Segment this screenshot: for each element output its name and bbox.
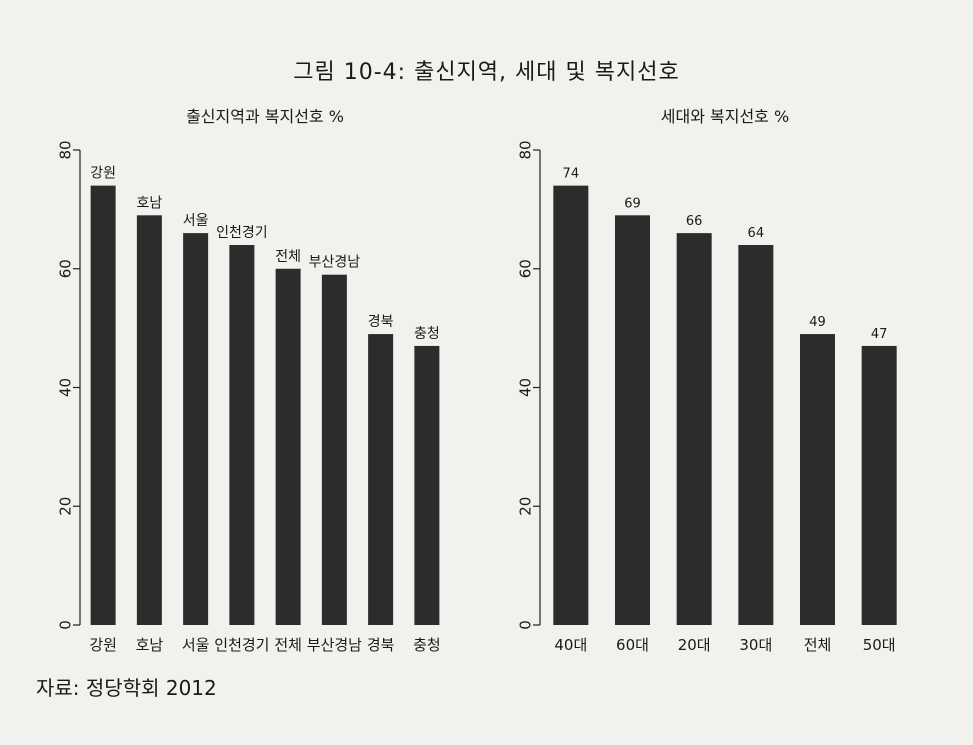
x-tick-label: 부산경남 xyxy=(307,636,362,654)
bar-data-label: 부산경남 xyxy=(309,255,361,271)
x-tick-label: 40대 xyxy=(554,636,587,654)
bar xyxy=(90,185,116,625)
bar xyxy=(676,233,712,625)
generation-welfare-chart: 세대와 복지선호 % 0 20 40 60 80 74 40대 69 60대 66 20대 64 30대 4… xyxy=(490,95,950,665)
x-tick-label: 서울 xyxy=(182,636,210,654)
bar xyxy=(800,334,835,625)
x-tick-label: 충청 xyxy=(413,636,441,654)
bar xyxy=(861,345,897,625)
x-tick-label: 전체 xyxy=(274,636,302,654)
region-welfare-chart: 출신지역과 복지선호 % 0 20 40 60 80 강원 강원 호남 호남 서울 서울 인천경기 인천경… xyxy=(20,95,480,665)
bar-data-label: 호남 xyxy=(136,195,162,211)
bar xyxy=(414,345,440,625)
region-chart-svg: 출신지역과 복지선호 %020406080강원강원호남호남서울서울인천경기인천경… xyxy=(57,107,441,654)
bar xyxy=(229,245,255,625)
bar-data-label: 64 xyxy=(748,226,765,241)
chart-title: 세대와 복지선호 % xyxy=(661,107,789,126)
bar-data-label: 서울 xyxy=(183,213,209,229)
y-tick-label: 60 xyxy=(517,259,535,278)
y-tick-label: 20 xyxy=(57,497,75,516)
bar xyxy=(275,268,301,625)
bar-data-label: 47 xyxy=(871,327,888,342)
bar xyxy=(321,274,347,625)
bar-data-label: 충청 xyxy=(414,326,440,342)
bar-data-label: 강원 xyxy=(90,166,116,182)
bar-data-label: 66 xyxy=(686,214,703,229)
y-tick-label: 0 xyxy=(517,620,535,630)
bar xyxy=(368,334,394,625)
bar xyxy=(738,245,774,625)
bar-data-label: 49 xyxy=(809,315,826,330)
y-tick-label: 40 xyxy=(57,378,75,397)
x-tick-label: 경북 xyxy=(367,636,395,654)
bar-data-label: 전체 xyxy=(275,249,301,265)
y-tick-label: 80 xyxy=(517,140,535,159)
y-tick-label: 20 xyxy=(517,497,535,516)
x-tick-label: 20대 xyxy=(678,636,711,654)
bar-data-label: 경북 xyxy=(368,314,394,330)
x-tick-label: 호남 xyxy=(136,636,164,654)
x-tick-label: 50대 xyxy=(863,636,896,654)
x-tick-label: 전체 xyxy=(804,636,832,654)
figure-title: 그림 10-4: 출신지역, 세대 및 복지선호 xyxy=(293,60,680,85)
bar-data-label: 74 xyxy=(563,167,580,182)
y-tick-label: 60 xyxy=(57,259,75,278)
chart-title: 출신지역과 복지선호 % xyxy=(186,107,344,126)
x-tick-label: 30대 xyxy=(739,636,772,654)
bar xyxy=(183,233,209,625)
x-tick-label: 강원 xyxy=(89,636,117,654)
bar xyxy=(136,215,162,625)
x-tick-label: 60대 xyxy=(616,636,649,654)
bar-data-label: 인천경기 xyxy=(216,225,268,241)
bar xyxy=(553,185,589,625)
source-note: 자료: 정당학회 2012 xyxy=(36,676,217,700)
y-tick-label: 80 xyxy=(57,140,75,159)
bar xyxy=(615,215,650,625)
y-tick-label: 40 xyxy=(517,378,535,397)
y-tick-label: 0 xyxy=(57,620,75,630)
generation-chart-svg: 세대와 복지선호 % 0 20 40 60 80 74 40대 69 60대 66 20대 64 30대 4… xyxy=(517,107,897,654)
x-tick-label: 인천경기 xyxy=(214,636,269,654)
bar-data-label: 69 xyxy=(624,196,641,211)
